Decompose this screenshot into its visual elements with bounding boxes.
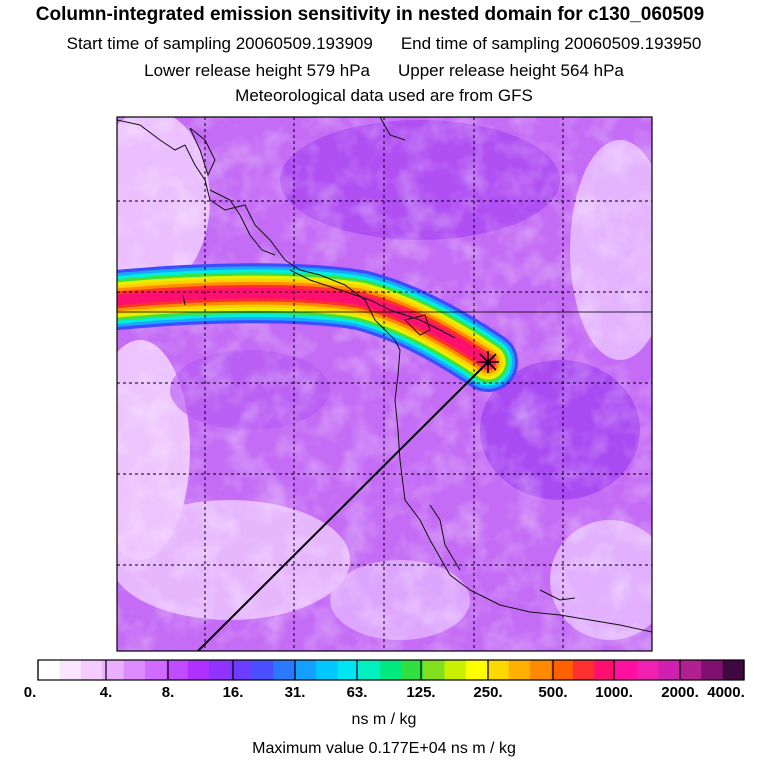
colorbar-cell (530, 660, 553, 680)
colorbar-tick-label: 4. (99, 684, 113, 701)
colorbar-cell (294, 660, 317, 680)
colorbar-cell (615, 660, 638, 680)
colorbar-cell (337, 660, 360, 680)
colorbar-cell (59, 660, 82, 680)
colorbar-cell (358, 660, 381, 680)
trajectory-line (197, 361, 489, 651)
colorbar-tick-label: 1000. (595, 684, 633, 701)
colorbar-cell (594, 660, 617, 680)
grid (117, 117, 652, 651)
colorbar-cells (38, 660, 745, 680)
colorbar-cell (230, 660, 253, 680)
met-data-label: Meteorological data used are from GFS (235, 86, 533, 105)
colorbar-tick-label: 8. (161, 684, 175, 701)
star-icon (477, 351, 499, 373)
colorbar-cell (487, 660, 510, 680)
colorbar (37, 659, 745, 681)
plume-band (117, 288, 494, 368)
colorbar-tick-label: 500. (538, 684, 568, 701)
colorbar-cell (572, 660, 595, 680)
colorbar-tick-label: 125. (406, 684, 436, 701)
colorbar-cell (102, 660, 125, 680)
coastlines (117, 117, 652, 633)
colorbar-tick-label: 250. (473, 684, 503, 701)
colorbar-cell (701, 660, 724, 680)
sensitivity-map (116, 116, 653, 652)
upper-release-label: Upper release height 564 hPa (398, 61, 624, 80)
colorbar-cell (187, 660, 210, 680)
colorbar-tick-label: 31. (284, 684, 306, 701)
colorbar-cell (401, 660, 424, 680)
colorbar-cell (679, 660, 702, 680)
colorbar-tick-label: 2000. (661, 684, 699, 701)
sampling-times: Start time of sampling 20060509.193909 En… (0, 34, 768, 54)
colorbar-cell (465, 660, 488, 680)
colorbar-cell (80, 660, 103, 680)
colorbar-cell (251, 660, 274, 680)
release-heights: Lower release height 579 hPa Upper releas… (0, 61, 768, 81)
colorbar-units: ns m / kg (351, 711, 417, 728)
colorbar-tick-label: 0. (23, 684, 37, 701)
colorbar-tick-label: 63. (346, 684, 368, 701)
colorbar-tick-label: 4000. (707, 684, 745, 701)
colorbar-cell (38, 660, 60, 680)
page-title: Column-integrated emission sensitivity i… (35, 4, 705, 25)
max-value-label: Maximum value 0.177E+04 ns m / kg (252, 740, 516, 757)
colorbar-cell (273, 660, 296, 680)
lower-release-label: Lower release height 579 hPa (144, 61, 370, 80)
colorbar-cell (144, 660, 167, 680)
end-sampling-label: End time of sampling 20060509.193950 (400, 34, 702, 53)
colorbar-cell (123, 660, 146, 680)
colorbar-cell (316, 660, 339, 680)
colorbar-cell (209, 660, 232, 680)
colorbar-tick-label: 16. (222, 684, 244, 701)
colorbar-cell (423, 660, 446, 680)
colorbar-cell (508, 660, 531, 680)
colorbar-cell (658, 660, 681, 680)
start-sampling-label: Start time of sampling 20060509.193909 (66, 34, 373, 53)
colorbar-ticks (37, 660, 745, 680)
colorbar-cell (722, 660, 745, 680)
map-frame (116, 116, 653, 652)
colorbar-cell (444, 660, 467, 680)
colorbar-cell (637, 660, 660, 680)
plume (117, 263, 518, 392)
colorbar-cell (551, 660, 574, 680)
colorbar-cell (380, 660, 403, 680)
colorbar-cell (166, 660, 189, 680)
